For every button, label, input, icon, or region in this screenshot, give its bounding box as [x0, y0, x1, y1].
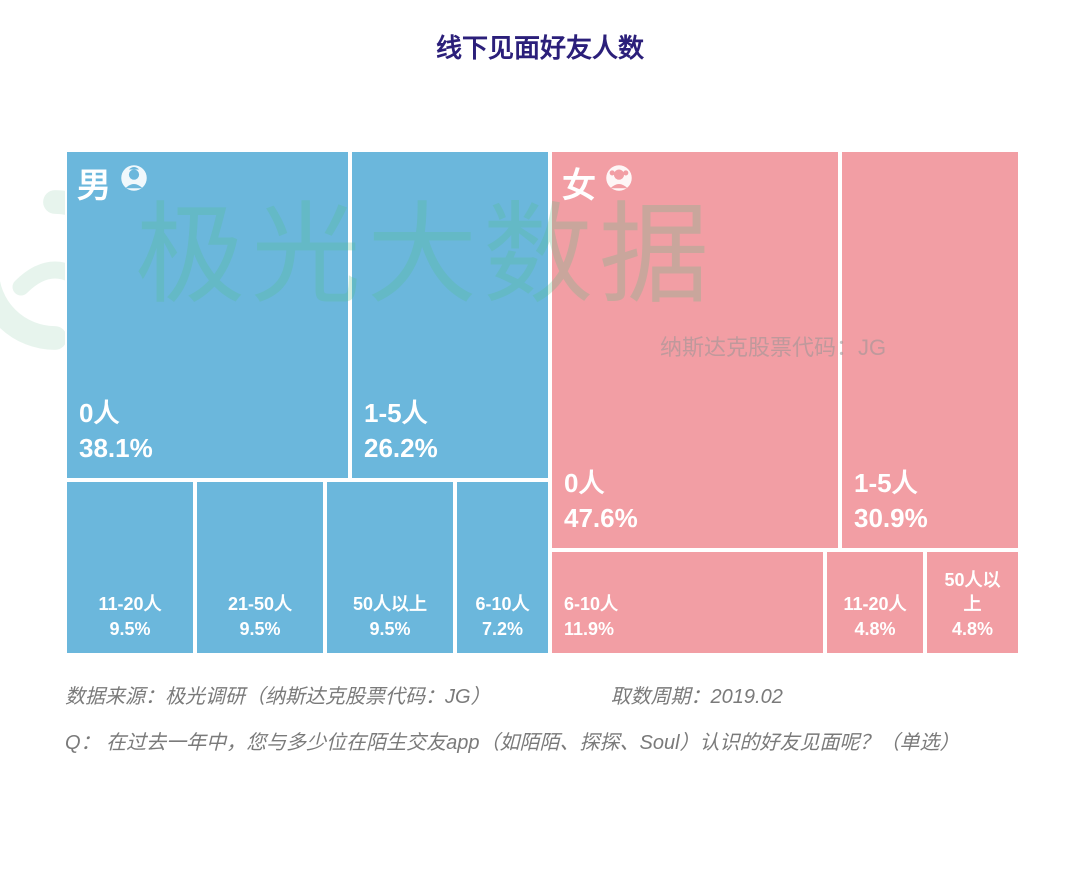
cell-label: 0人: [79, 396, 119, 431]
question-row: Q： 在过去一年中，您与多少位在陌生交友app（如陌陌、探探、Soul）认识的好…: [65, 725, 1020, 761]
cell-m50: 50人以上9.5%: [325, 480, 455, 655]
group-label-text: 女: [562, 158, 596, 207]
source-label: 数据来源：极光调研（纳斯达克股票代码：JG）: [65, 680, 491, 709]
title-text: 线下见面好友人数: [436, 33, 644, 63]
cell-m11: 11-20人9.5%: [65, 480, 195, 655]
cell-percent: 7.2%: [482, 617, 523, 641]
cell-f11: 11-20人4.8%: [825, 550, 925, 655]
cell-label: 1-5人: [364, 396, 428, 431]
cell-f6: 6-10人11.9%: [550, 550, 825, 655]
cell-percent: 4.8%: [952, 617, 993, 641]
cell-label: 1-5人: [854, 466, 918, 501]
cell-label: 50人以上: [353, 592, 427, 616]
cell-percent: 11.9%: [564, 617, 614, 641]
question-prefix: Q：: [65, 732, 101, 754]
female-group-label: 女: [562, 158, 636, 207]
group-label-text: 男: [77, 158, 111, 207]
cell-label: 6-10人: [564, 592, 618, 616]
cell-label: 50人以 上: [944, 568, 1000, 617]
cell-label: 11-20人: [98, 592, 161, 616]
cell-percent: 38.1%: [79, 431, 153, 466]
cell-percent: 9.5%: [369, 617, 410, 641]
period-label: 取数周期：2019.02: [611, 680, 783, 709]
cell-label: 11-20人: [843, 592, 906, 616]
cell-percent: 47.6%: [564, 501, 638, 536]
cell-label: 21-50人: [228, 592, 292, 616]
footer: 数据来源：极光调研（纳斯达克股票代码：JG） 取数周期：2019.02 Q： 在…: [65, 680, 1020, 761]
cell-f50: 50人以 上4.8%: [925, 550, 1020, 655]
girl-icon: [602, 161, 636, 204]
question-text: 在过去一年中，您与多少位在陌生交友app（如陌陌、探探、Soul）认识的好友见面…: [106, 732, 959, 754]
cell-percent: 9.5%: [239, 617, 280, 641]
cell-percent: 26.2%: [364, 431, 438, 466]
page-title: 线下见面好友人数: [0, 0, 1080, 65]
cell-m6: 6-10人7.2%: [455, 480, 550, 655]
cell-label: 6-10人: [475, 592, 529, 616]
cell-m21: 21-50人9.5%: [195, 480, 325, 655]
cell-percent: 9.5%: [109, 617, 150, 641]
cell-f1_5: 1-5人30.9%: [840, 150, 1020, 550]
cell-percent: 30.9%: [854, 501, 928, 536]
cell-m1_5: 1-5人26.2%: [350, 150, 550, 480]
male-group-label: 男: [77, 158, 151, 207]
cell-f0: 0人47.6% 女: [550, 150, 840, 550]
cell-m0: 0人38.1% 男: [65, 150, 350, 480]
cell-percent: 4.8%: [854, 617, 895, 641]
treemap-chart: 0人38.1%男1-5人26.2%11-20人9.5%21-50人9.5%50人…: [65, 150, 1020, 655]
cell-label: 0人: [564, 466, 604, 501]
boy-icon: [117, 161, 151, 204]
